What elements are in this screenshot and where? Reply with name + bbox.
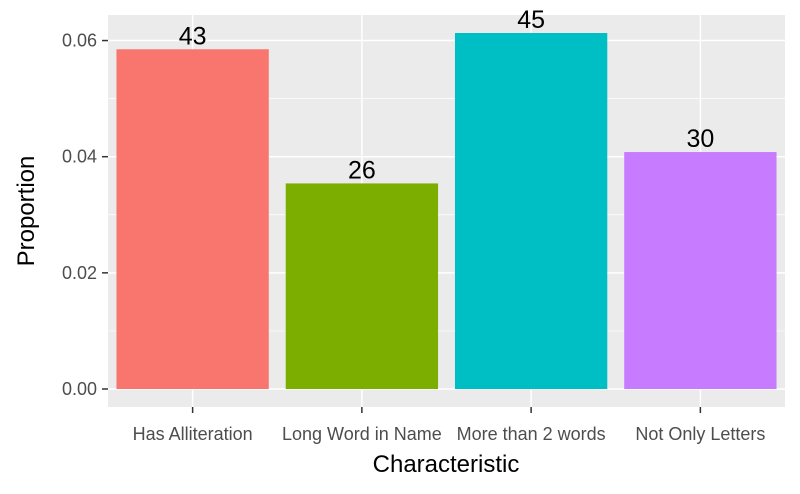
bar [454, 33, 608, 389]
x-axis: Has Alliteration Long Word in Name More th… [133, 407, 765, 444]
bar-labels: 43 26 45 30 [179, 6, 715, 184]
bar-value-label: 30 [686, 125, 714, 153]
bars [116, 33, 777, 389]
x-axis-title: Characteristic [373, 451, 520, 478]
y-tick-label: 0.02 [62, 263, 97, 283]
bar [285, 183, 439, 389]
y-axis: 0.00 0.02 0.04 0.06 [62, 31, 108, 399]
y-tick-label: 0.04 [62, 147, 97, 167]
x-tick-label: Long Word in Name [282, 424, 442, 444]
x-tick-label: More than 2 words [457, 424, 606, 444]
bar-value-label: 26 [348, 156, 376, 184]
y-tick-label: 0.06 [62, 31, 97, 51]
bar [116, 49, 269, 389]
bar-value-label: 43 [179, 22, 207, 50]
bar [624, 152, 777, 389]
x-tick-label: Not Only Letters [635, 424, 765, 444]
y-axis-title: Proportion [13, 156, 40, 267]
bar-value-label: 45 [517, 6, 545, 34]
y-tick-label: 0.00 [62, 379, 97, 399]
x-tick-label: Has Alliteration [133, 424, 253, 444]
